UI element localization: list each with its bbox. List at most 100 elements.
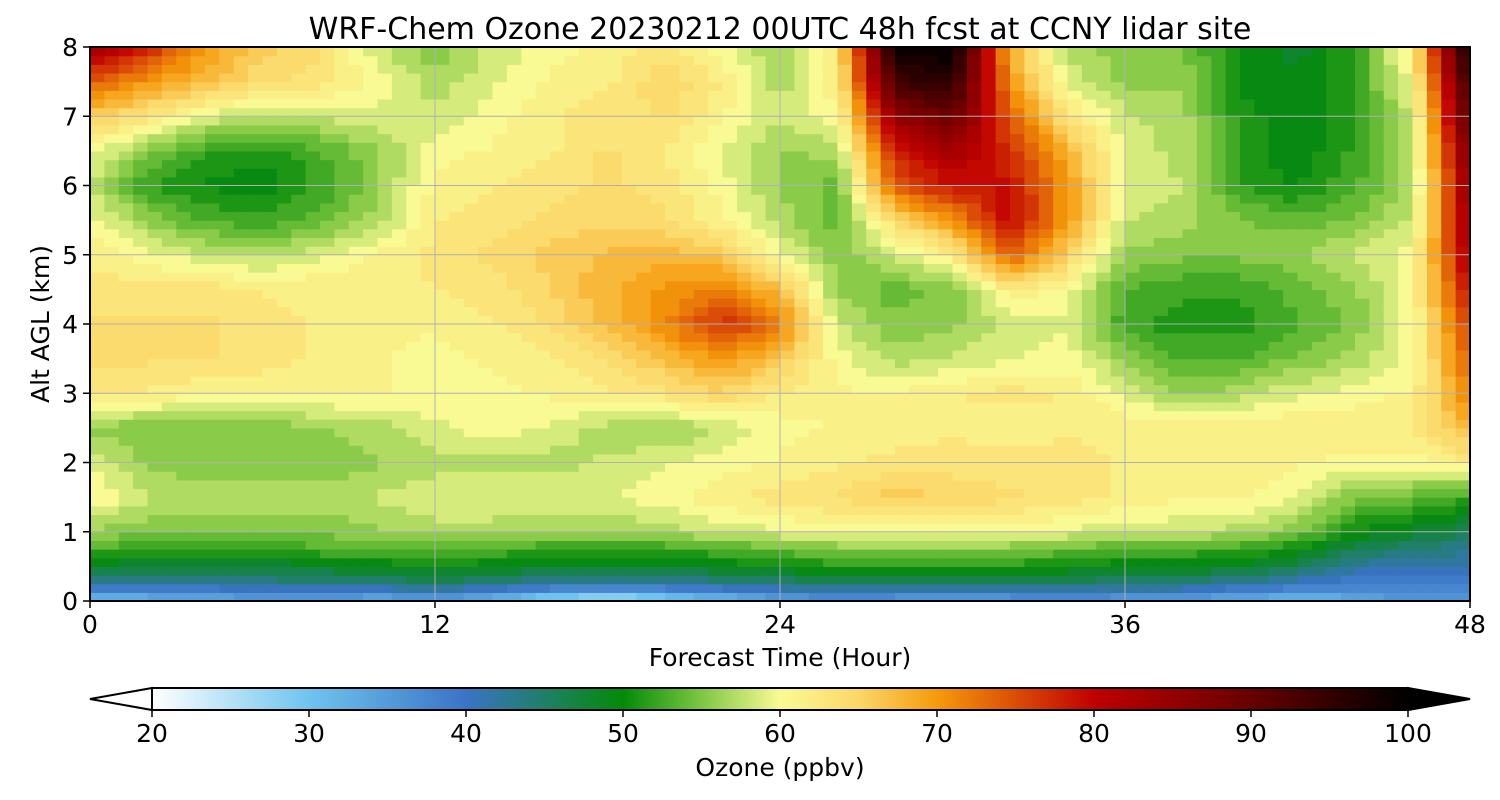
heatmap-cell <box>363 497 379 507</box>
heatmap-cell <box>679 176 695 187</box>
heatmap-cell <box>90 150 105 161</box>
heatmap-cell <box>866 306 882 316</box>
heatmap-cell <box>823 514 839 524</box>
heatmap-cell <box>722 358 738 368</box>
heatmap-cell <box>1081 566 1097 576</box>
heatmap-cell <box>1268 540 1284 550</box>
heatmap-cell <box>133 263 149 273</box>
heatmap-cell <box>1010 410 1025 420</box>
heatmap-cell <box>248 462 264 472</box>
heatmap-cell <box>521 583 537 593</box>
heatmap-cell <box>1125 592 1140 602</box>
heatmap-cell <box>1254 202 1270 213</box>
heatmap-cell <box>1182 150 1198 161</box>
heatmap-cell <box>320 419 335 429</box>
heatmap-cell <box>1053 220 1069 230</box>
heatmap-cell <box>1038 453 1054 464</box>
heatmap-cell <box>535 168 551 178</box>
heatmap-cell <box>995 471 1011 481</box>
heatmap-cell <box>449 375 465 386</box>
heatmap-cell <box>205 393 220 403</box>
heatmap-cell <box>693 280 709 290</box>
heatmap-cell <box>1024 557 1040 567</box>
heatmap-cell <box>780 471 795 481</box>
heatmap-cell <box>808 246 824 256</box>
heatmap-cell <box>1225 185 1241 195</box>
heatmap-cell <box>478 445 494 455</box>
heatmap-cell <box>1053 427 1069 438</box>
heatmap-cell <box>851 168 867 178</box>
heatmap-cell <box>751 419 767 429</box>
heatmap-cell <box>981 575 997 585</box>
heatmap-cell <box>449 583 465 593</box>
heatmap-cell <box>463 497 479 507</box>
heatmap-cell <box>118 254 134 265</box>
heatmap-cell <box>391 211 407 221</box>
heatmap-cell <box>1038 194 1054 204</box>
heatmap-cell <box>1125 419 1140 429</box>
heatmap-cell <box>794 341 810 351</box>
heatmap-cell <box>1053 566 1069 576</box>
heatmap-cell <box>1369 401 1385 412</box>
heatmap-cell <box>1110 566 1126 576</box>
heatmap-cell <box>895 419 910 429</box>
heatmap-cell <box>406 514 422 524</box>
heatmap-cell <box>233 272 249 282</box>
heatmap-cell <box>1254 566 1270 576</box>
heatmap-cell <box>219 220 235 230</box>
heatmap-cell <box>952 272 968 282</box>
heatmap-cell <box>1240 185 1255 195</box>
heatmap-cell <box>564 505 580 516</box>
heatmap-cell <box>1426 202 1442 213</box>
heatmap-cell <box>923 592 939 602</box>
heatmap-cell <box>1297 462 1313 472</box>
heatmap-cell <box>851 514 867 524</box>
heatmap-cell <box>1268 332 1284 342</box>
heatmap-cell <box>262 332 278 342</box>
heatmap-cell <box>1369 254 1385 265</box>
heatmap-cell <box>923 202 939 213</box>
heatmap-cell <box>1225 479 1241 490</box>
heatmap-cell <box>262 280 278 290</box>
heatmap-cell <box>1053 375 1069 386</box>
heatmap-cell <box>363 324 379 334</box>
heatmap-cell <box>693 298 709 308</box>
heatmap-cell <box>1081 315 1097 325</box>
heatmap-cell <box>133 410 149 420</box>
heatmap-cell <box>621 575 637 585</box>
heatmap-cell <box>1383 324 1399 334</box>
heatmap-cell <box>765 566 781 576</box>
heatmap-cell <box>564 471 580 481</box>
heatmap-cell <box>679 298 695 308</box>
heatmap-cell <box>938 298 954 308</box>
heatmap-cell <box>1211 272 1227 282</box>
heatmap-cell <box>607 479 623 490</box>
heatmap-cell <box>1412 427 1428 438</box>
heatmap-cell <box>722 315 738 325</box>
heatmap-cell <box>205 168 220 178</box>
heatmap-cell <box>1369 488 1385 498</box>
heatmap-cell <box>363 453 379 464</box>
heatmap-cell <box>147 194 163 204</box>
heatmap-cell <box>593 237 609 247</box>
heatmap-cell <box>118 315 134 325</box>
heatmap-cell <box>693 367 709 377</box>
heatmap-cell <box>593 367 609 377</box>
heatmap-cell <box>1455 202 1471 213</box>
heatmap-cell <box>291 436 307 446</box>
heatmap-cell <box>449 358 465 368</box>
heatmap-cell <box>320 505 335 516</box>
heatmap-cell <box>90 375 105 386</box>
heatmap-cell <box>276 246 292 256</box>
heatmap-cell <box>1053 592 1069 602</box>
heatmap-cell <box>348 367 364 377</box>
heatmap-cell <box>161 341 177 351</box>
heatmap-cell <box>564 375 580 386</box>
heatmap-cell <box>1038 358 1054 368</box>
heatmap-cell <box>578 237 594 247</box>
heatmap-cell <box>1153 176 1169 187</box>
heatmap-cell <box>1081 436 1097 446</box>
heatmap-cell <box>1067 298 1083 308</box>
heatmap-cell <box>780 393 795 403</box>
heatmap-cell <box>751 202 767 213</box>
